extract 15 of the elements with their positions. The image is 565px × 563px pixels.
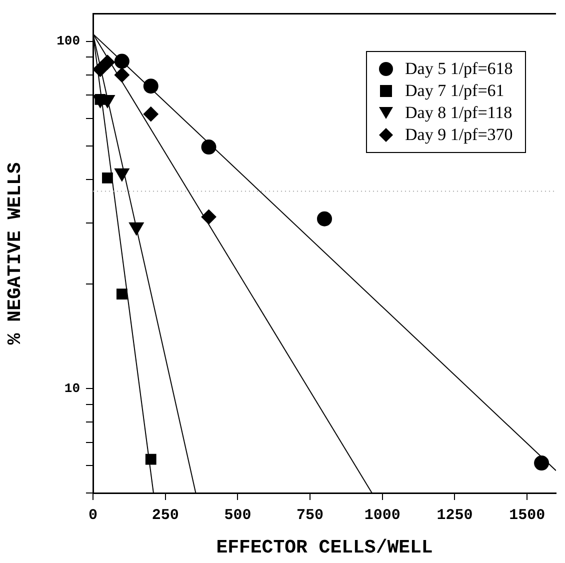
- x-axis-title: EFFECTOR CELLS/WELL: [216, 536, 433, 558]
- x-tick-label: 750: [296, 506, 324, 524]
- x-tick-label: 250: [152, 506, 179, 524]
- x-tick-label: 0: [88, 506, 98, 524]
- x-tick-label: 1250: [436, 506, 473, 524]
- y-tick-label: 100: [56, 34, 80, 49]
- x-tick-label: 500: [224, 506, 252, 524]
- legend-label: Day 8 1/pf=118: [405, 102, 512, 124]
- x-tick-label: 1500: [509, 506, 546, 524]
- y-axis-title: % NEGATIVE WELLS: [4, 162, 26, 345]
- y-tick-label: 10: [64, 380, 80, 396]
- legend-label: Day 9 1/pf=370: [405, 124, 513, 146]
- legend-label: Day 5 1/pf=618: [405, 58, 513, 80]
- legend-label: Day 7 1/pf=61: [405, 80, 504, 102]
- x-tick-label: 1000: [364, 506, 400, 524]
